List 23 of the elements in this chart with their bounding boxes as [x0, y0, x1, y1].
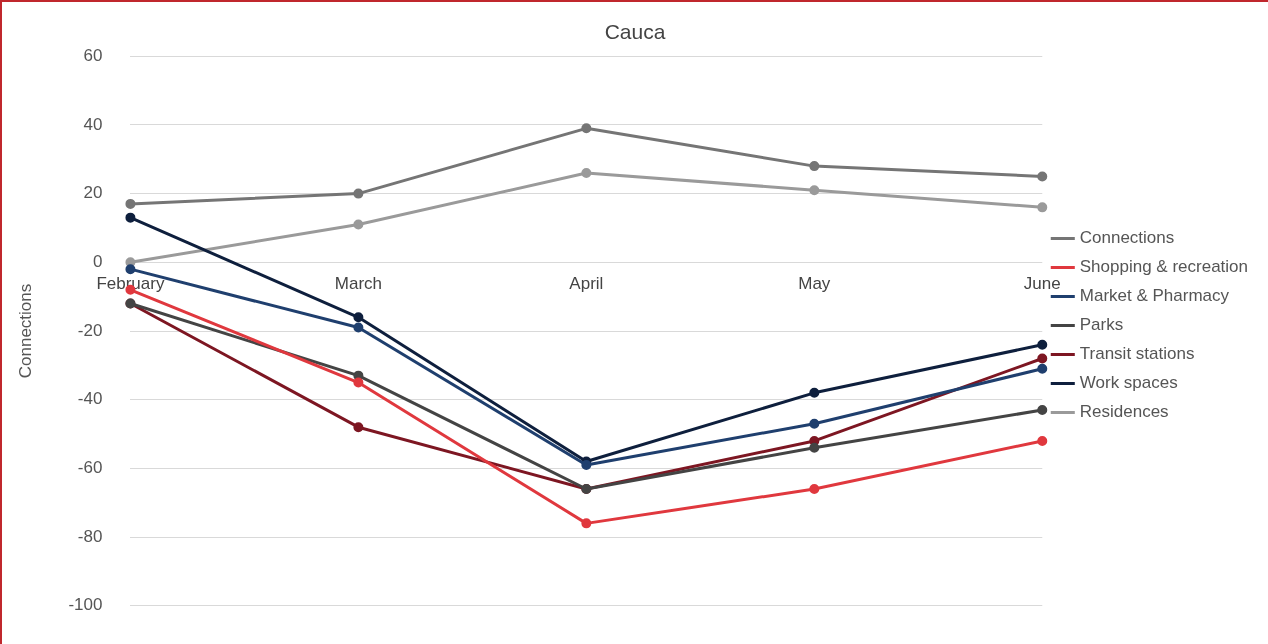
- x-tick-label: March: [334, 274, 382, 294]
- y-tick-label: 0: [92, 251, 103, 271]
- legend-label: Transit stations: [1079, 344, 1195, 364]
- y-tick-label: -80: [77, 526, 103, 546]
- y-tick-label: 40: [83, 114, 103, 134]
- legend-label: Work spaces: [1079, 373, 1178, 393]
- y-tick-label: -20: [77, 320, 103, 340]
- x-tick-label: April: [569, 274, 604, 294]
- y-tick-label: 60: [83, 45, 103, 65]
- legend-label: Connections: [1079, 228, 1175, 248]
- x-tick-label: June: [1023, 274, 1061, 294]
- x-tick-label: February: [96, 274, 165, 294]
- y-tick-label: -60: [77, 458, 103, 478]
- y-axis-title: Connections: [15, 283, 35, 379]
- legend-label: Parks: [1079, 315, 1124, 335]
- legend-label: Residences: [1079, 402, 1169, 422]
- x-tick-label: May: [798, 274, 831, 294]
- chart-title: Cauca: [604, 20, 666, 44]
- legend-label: Shopping & recreation: [1079, 257, 1249, 277]
- y-tick-label: -40: [77, 389, 103, 409]
- legend-label: Market & Pharmacy: [1079, 286, 1230, 306]
- y-tick-label: 20: [83, 183, 103, 203]
- y-tick-label: -100: [68, 595, 103, 615]
